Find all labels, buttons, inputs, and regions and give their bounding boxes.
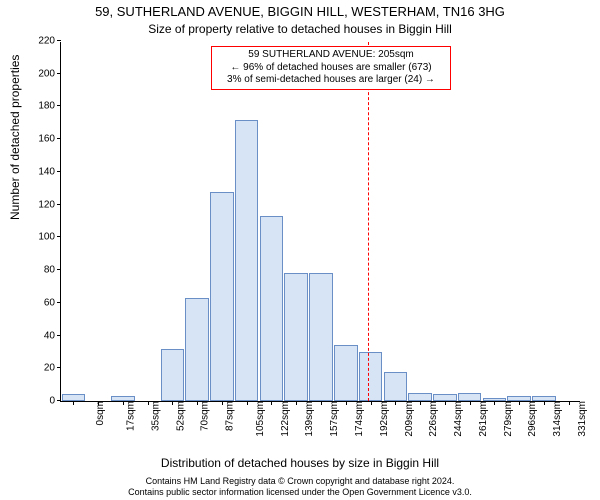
x-tick-mark bbox=[271, 401, 272, 405]
y-tick-mark bbox=[57, 335, 61, 336]
histogram-bar bbox=[359, 352, 383, 401]
y-tick-mark bbox=[57, 302, 61, 303]
histogram-bar bbox=[309, 273, 333, 401]
x-tick-label: 261sqm bbox=[472, 401, 489, 437]
histogram-bar bbox=[161, 349, 185, 401]
x-tick-mark bbox=[296, 401, 297, 405]
x-tick-label: 52sqm bbox=[169, 401, 186, 431]
x-tick-label: 157sqm bbox=[323, 401, 340, 437]
y-tick-mark bbox=[57, 400, 61, 401]
x-tick-label: 17sqm bbox=[120, 401, 137, 431]
y-tick-label: 180 bbox=[38, 101, 61, 112]
x-tick-mark bbox=[73, 401, 74, 405]
x-axis-label: Distribution of detached houses by size … bbox=[0, 456, 600, 470]
x-tick-label: 139sqm bbox=[299, 401, 316, 437]
y-tick-label: 120 bbox=[38, 199, 61, 210]
y-tick-mark bbox=[57, 73, 61, 74]
x-tick-label: 174sqm bbox=[348, 401, 365, 437]
histogram-bar bbox=[235, 120, 259, 401]
y-tick-mark bbox=[57, 204, 61, 205]
x-tick-label: 87sqm bbox=[219, 401, 236, 431]
x-tick-label: 296sqm bbox=[521, 401, 538, 437]
x-tick-mark bbox=[197, 401, 198, 405]
footer-line2: Contains public sector information licen… bbox=[0, 487, 600, 498]
x-tick-mark bbox=[470, 401, 471, 405]
y-tick-mark bbox=[57, 236, 61, 237]
y-tick-mark bbox=[57, 138, 61, 139]
histogram-bar bbox=[458, 393, 482, 401]
histogram-bar bbox=[210, 192, 234, 401]
title-sub: Size of property relative to detached ho… bbox=[0, 22, 600, 36]
y-tick-mark bbox=[57, 171, 61, 172]
y-tick-label: 60 bbox=[44, 297, 61, 308]
histogram-bar bbox=[334, 345, 358, 401]
x-tick-mark bbox=[98, 401, 99, 405]
x-tick-mark bbox=[395, 401, 396, 405]
x-tick-label: 209sqm bbox=[398, 401, 415, 437]
y-axis-label: Number of detached properties bbox=[8, 55, 22, 220]
x-tick-mark bbox=[569, 401, 570, 405]
y-tick-label: 160 bbox=[38, 134, 61, 145]
histogram-bar bbox=[260, 216, 284, 401]
footer-line1: Contains HM Land Registry data © Crown c… bbox=[0, 476, 600, 487]
x-tick-mark bbox=[445, 401, 446, 405]
plot-area: 0204060801001201401601802002200sqm17sqm3… bbox=[60, 42, 580, 402]
y-tick-label: 220 bbox=[38, 36, 61, 47]
x-tick-label: 226sqm bbox=[422, 401, 439, 437]
x-tick-mark bbox=[346, 401, 347, 405]
x-tick-label: 70sqm bbox=[194, 401, 211, 431]
x-tick-mark bbox=[123, 401, 124, 405]
x-tick-mark bbox=[321, 401, 322, 405]
title-main: 59, SUTHERLAND AVENUE, BIGGIN HILL, WEST… bbox=[0, 4, 600, 19]
x-tick-mark bbox=[371, 401, 372, 405]
y-tick-label: 0 bbox=[49, 396, 61, 407]
x-tick-mark bbox=[519, 401, 520, 405]
histogram-bar bbox=[284, 273, 308, 401]
y-tick-label: 200 bbox=[38, 68, 61, 79]
x-tick-mark bbox=[494, 401, 495, 405]
y-tick-mark bbox=[57, 105, 61, 106]
histogram-bar bbox=[185, 298, 209, 401]
annotation-line2: ← 96% of detached houses are smaller (67… bbox=[216, 62, 446, 75]
y-tick-mark bbox=[57, 367, 61, 368]
footer: Contains HM Land Registry data © Crown c… bbox=[0, 476, 600, 498]
x-tick-label: 331sqm bbox=[571, 401, 588, 437]
marker-line bbox=[368, 42, 369, 401]
x-tick-label: 192sqm bbox=[373, 401, 390, 437]
x-tick-mark bbox=[247, 401, 248, 405]
x-tick-label: 244sqm bbox=[447, 401, 464, 437]
x-tick-mark bbox=[544, 401, 545, 405]
x-tick-mark bbox=[420, 401, 421, 405]
x-tick-mark bbox=[148, 401, 149, 405]
chart-container: 59, SUTHERLAND AVENUE, BIGGIN HILL, WEST… bbox=[0, 0, 600, 500]
y-tick-label: 140 bbox=[38, 166, 61, 177]
y-tick-label: 20 bbox=[44, 363, 61, 374]
x-tick-label: 105sqm bbox=[249, 401, 266, 437]
y-tick-label: 80 bbox=[44, 265, 61, 276]
y-tick-label: 100 bbox=[38, 232, 61, 243]
x-tick-mark bbox=[222, 401, 223, 405]
x-tick-label: 279sqm bbox=[497, 401, 514, 437]
y-tick-mark bbox=[57, 40, 61, 41]
annotation-line3: 3% of semi-detached houses are larger (2… bbox=[216, 74, 446, 87]
x-tick-label: 122sqm bbox=[274, 401, 291, 437]
x-tick-mark bbox=[172, 401, 173, 405]
y-tick-label: 40 bbox=[44, 330, 61, 341]
x-tick-label: 35sqm bbox=[144, 401, 161, 431]
annotation-line1: 59 SUTHERLAND AVENUE: 205sqm bbox=[216, 49, 446, 62]
histogram-bar bbox=[384, 372, 408, 401]
annotation-box: 59 SUTHERLAND AVENUE: 205sqm ← 96% of de… bbox=[211, 46, 451, 90]
histogram-bar bbox=[408, 393, 432, 401]
x-tick-label: 314sqm bbox=[546, 401, 563, 437]
x-tick-label: 348sqm bbox=[596, 401, 600, 437]
y-tick-mark bbox=[57, 269, 61, 270]
